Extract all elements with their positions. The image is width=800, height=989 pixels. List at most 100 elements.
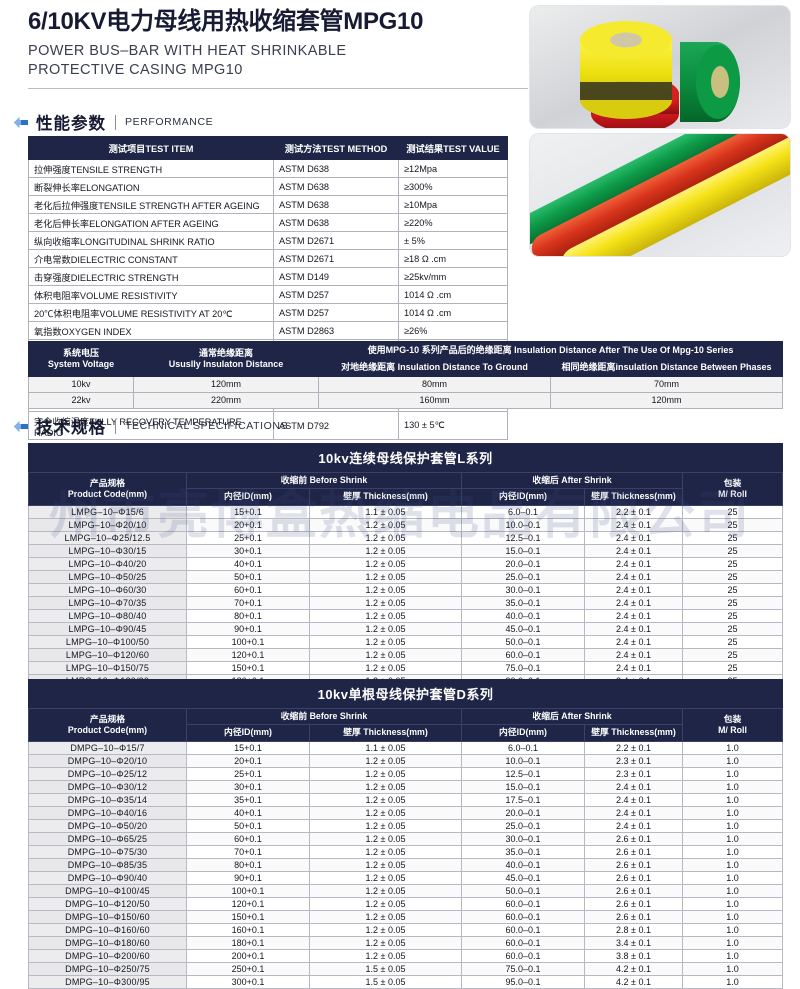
page-title-en: POWER BUS–BAR WITH HEAT SHRINKABLE PROTE… xyxy=(28,42,528,80)
insul-col-usual-cn: 通常绝缘距离 xyxy=(198,347,253,358)
table-row: DMPG–10–Φ30/12 30+0.1 1.2 ± 0.05 15.0–0.1 2.… xyxy=(28,779,783,794)
spec-cell-before-thick: 1.2 ± 0.05 xyxy=(309,543,462,558)
spec-cell-after-id: 20.0–0.1 xyxy=(461,805,585,820)
spec-cell-pack: 25 xyxy=(682,543,783,558)
spec-cell-code: LMPG–10–Φ90/45 xyxy=(28,621,187,636)
spec-cell-code: DMPG–10–Φ120/50 xyxy=(28,896,187,911)
spec-cell-before-id: 200+0.1 xyxy=(186,948,310,963)
spec-cell-code: LMPG–10–Φ40/20 xyxy=(28,556,187,571)
spec-cell-after-thick: 2.4 ± 0.1 xyxy=(584,582,683,597)
spec-cell-after-thick: 2.3 ± 0.1 xyxy=(584,766,683,781)
spec-cell-after-thick: 2.4 ± 0.1 xyxy=(584,779,683,794)
insul-cell-ground: 80mm xyxy=(318,375,551,393)
spec-cell-pack: 25 xyxy=(682,595,783,610)
spec-cell-before-id: 60+0.1 xyxy=(186,831,310,846)
spec-cell-before-thick: 1.2 ± 0.05 xyxy=(309,909,462,924)
spec-cell-after-thick: 2.4 ± 0.1 xyxy=(584,517,683,532)
spec-cell-after-id: 20.0–0.1 xyxy=(461,556,585,571)
spec-cell-before-id: 40+0.1 xyxy=(186,805,310,820)
spec-l-col-after-id: 内径ID(mm) xyxy=(461,488,585,506)
spec-cell-before-id: 30+0.1 xyxy=(186,779,310,794)
arrow-bullet-icon xyxy=(14,116,28,128)
spec-cell-after-id: 60.0–0.1 xyxy=(461,935,585,950)
spec-d-header-row-1: 产品规格 Product Code(mm) 收缩前 Before Shrink … xyxy=(28,707,783,742)
spec-d-body: DMPG–10–Φ15/7 15+0.1 1.1 ± 0.05 6.0–0.1 2.2 … xyxy=(28,740,783,989)
insul-col-voltage: 系统电压 System Voltage xyxy=(28,341,134,377)
spec-cell-pack: 25 xyxy=(682,608,783,623)
spec-cell-after-thick: 2.4 ± 0.1 xyxy=(584,818,683,833)
spec-cell-code: DMPG–10–Φ300/95 xyxy=(28,974,187,989)
spec-cell-after-id: 12.5–0.1 xyxy=(461,766,585,781)
section-heading-performance: 性能参数 PERFORMANCE xyxy=(14,110,213,134)
perf-cell-value: ± 5% xyxy=(398,231,508,250)
table-row: LMPG–10–Φ100/50 100+0.1 1.2 ± 0.05 50.0–0.1… xyxy=(28,634,783,649)
spec-cell-pack: 1.0 xyxy=(682,974,783,989)
spec-cell-before-id: 80+0.1 xyxy=(186,608,310,623)
spec-l-header-row-2: 内径ID(mm) 壁厚 Thickness(mm) 内径ID(mm) 壁厚 Th… xyxy=(29,488,783,506)
spec-cell-pack: 1.0 xyxy=(682,831,783,846)
perf-cell-value: ≥220% xyxy=(398,213,508,232)
spec-l-col-after-thick: 壁厚 Thickness(mm) xyxy=(584,488,683,506)
spec-cell-code: LMPG–10–Φ100/50 xyxy=(28,634,187,649)
insul-cell-ground: 160mm xyxy=(318,391,551,409)
section-title-cn: 性能参数 xyxy=(36,115,106,133)
spec-cell-after-thick: 2.6 ± 0.1 xyxy=(584,909,683,924)
perf-cell-item: 击穿强度DIELECTRIC STRENGTH xyxy=(28,267,274,286)
spec-d-table: 产品规格 Product Code(mm) 收缩前 Before Shrink … xyxy=(28,707,783,989)
rolls-illustration xyxy=(530,6,790,128)
table-row: DMPG–10–Φ100/45 100+0.1 1.2 ± 0.05 50.0–0.1… xyxy=(28,883,783,898)
insulation-table-container: 系统电压 System Voltage 通常绝缘距离 Ususlly Insul… xyxy=(28,340,783,409)
table-row: LMPG–10–Φ90/45 90+0.1 1.2 ± 0.05 45.0–0.1 2.… xyxy=(28,621,783,636)
perf-cell-method: ASTM D257 xyxy=(273,285,399,304)
spec-cell-after-thick: 4.2 ± 0.1 xyxy=(584,961,683,976)
spec-d-col-pack-en: M/ Roll xyxy=(718,724,747,735)
spec-cell-before-thick: 1.2 ± 0.05 xyxy=(309,844,462,859)
spec-cell-after-thick: 3.8 ± 0.1 xyxy=(584,948,683,963)
spec-cell-after-id: 60.0–0.1 xyxy=(461,896,585,911)
spec-cell-before-id: 90+0.1 xyxy=(186,870,310,885)
spec-d-col-pack: 包装 M/ Roll xyxy=(682,708,783,742)
perf-cell-method: ASTM D638 xyxy=(273,213,399,232)
spec-cell-before-id: 70+0.1 xyxy=(186,595,310,610)
table-row: DMPG–10–Φ75/30 70+0.1 1.2 ± 0.05 35.0–0.1 2.… xyxy=(28,844,783,859)
table-row: DMPG–10–Φ40/16 40+0.1 1.2 ± 0.05 20.0–0.1 2.… xyxy=(28,805,783,820)
spec-cell-before-id: 100+0.1 xyxy=(186,883,310,898)
spec-cell-after-id: 10.0–0.1 xyxy=(461,517,585,532)
spec-d-col-before-id: 内径ID(mm) xyxy=(186,724,310,742)
table-row: DMPG–10–Φ300/95 300+0.1 1.5 ± 0.05 95.0–0.1… xyxy=(28,974,783,989)
spec-cell-pack: 1.0 xyxy=(682,935,783,950)
spec-cell-before-id: 50+0.1 xyxy=(186,818,310,833)
spec-cell-before-thick: 1.2 ± 0.05 xyxy=(309,948,462,963)
spec-cell-pack: 1.0 xyxy=(682,870,783,885)
spec-cell-pack: 1.0 xyxy=(682,740,783,755)
spec-cell-after-id: 15.0–0.1 xyxy=(461,543,585,558)
insul-cell-voltage: 22kv xyxy=(28,391,134,409)
spec-cell-before-thick: 1.2 ± 0.05 xyxy=(309,608,462,623)
spec-cell-pack: 1.0 xyxy=(682,818,783,833)
table-row: LMPG–10–Φ120/60 120+0.1 1.2 ± 0.05 60.0–0.1… xyxy=(28,647,783,662)
spec-cell-before-id: 120+0.1 xyxy=(186,896,310,911)
tubes-illustration xyxy=(530,134,790,256)
spec-cell-code: LMPG–10–Φ50/25 xyxy=(28,569,187,584)
insul-cell-voltage: 10kv xyxy=(28,375,134,393)
spec-cell-after-id: 40.0–0.1 xyxy=(461,608,585,623)
page-header: 6/10KV电力母线用热收缩套管MPG10 POWER BUS–BAR WITH… xyxy=(28,8,528,89)
spec-cell-after-id: 35.0–0.1 xyxy=(461,595,585,610)
spec-cell-before-thick: 1.2 ± 0.05 xyxy=(309,935,462,950)
spec-cell-code: LMPG–10–Φ30/15 xyxy=(28,543,187,558)
performance-header-row: 测试项目TEST ITEM 测试方法TEST METHOD 测试结果TEST V… xyxy=(28,136,508,160)
perf-cell-method: ASTM D638 xyxy=(273,177,399,196)
insul-col-to-ground: 对地绝缘距离 Insulation Distance To Ground xyxy=(318,358,551,377)
perf-cell-item: 氧指数OXYGEN INDEX xyxy=(28,321,274,340)
page-title-en-line1: POWER BUS–BAR WITH HEAT SHRINKABLE xyxy=(28,42,347,59)
spec-cell-code: LMPG–10–Φ80/40 xyxy=(28,608,187,623)
perf-cell-item: 老化后拉伸强度TENSILE STRENGTH AFTER AGEING xyxy=(28,195,274,214)
spec-d-group-before: 收缩前 Before Shrink xyxy=(186,707,462,726)
perf-col-item: 测试项目TEST ITEM xyxy=(28,136,274,160)
spec-cell-before-id: 50+0.1 xyxy=(186,569,310,584)
spec-cell-pack: 1.0 xyxy=(682,883,783,898)
spec-cell-before-thick: 1.1 ± 0.05 xyxy=(309,740,462,755)
spec-cell-after-thick: 2.6 ± 0.1 xyxy=(584,870,683,885)
table-row: 完全收缩温度FULLY RECOVERY TEMPERATURE RADIO AS… xyxy=(28,411,508,440)
table-row: 介电常数DIELECTRIC CONSTANT ASTM D2671 ≥18 Ω .… xyxy=(28,249,508,268)
